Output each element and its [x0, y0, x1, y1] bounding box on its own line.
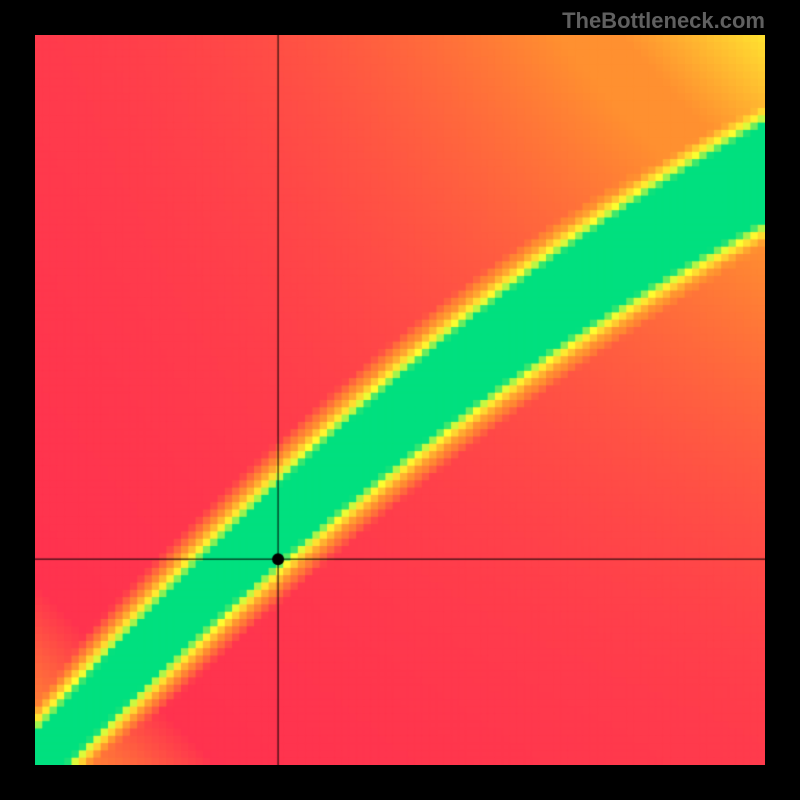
bottleneck-heatmap — [35, 35, 765, 765]
watermark-text: TheBottleneck.com — [562, 8, 765, 34]
